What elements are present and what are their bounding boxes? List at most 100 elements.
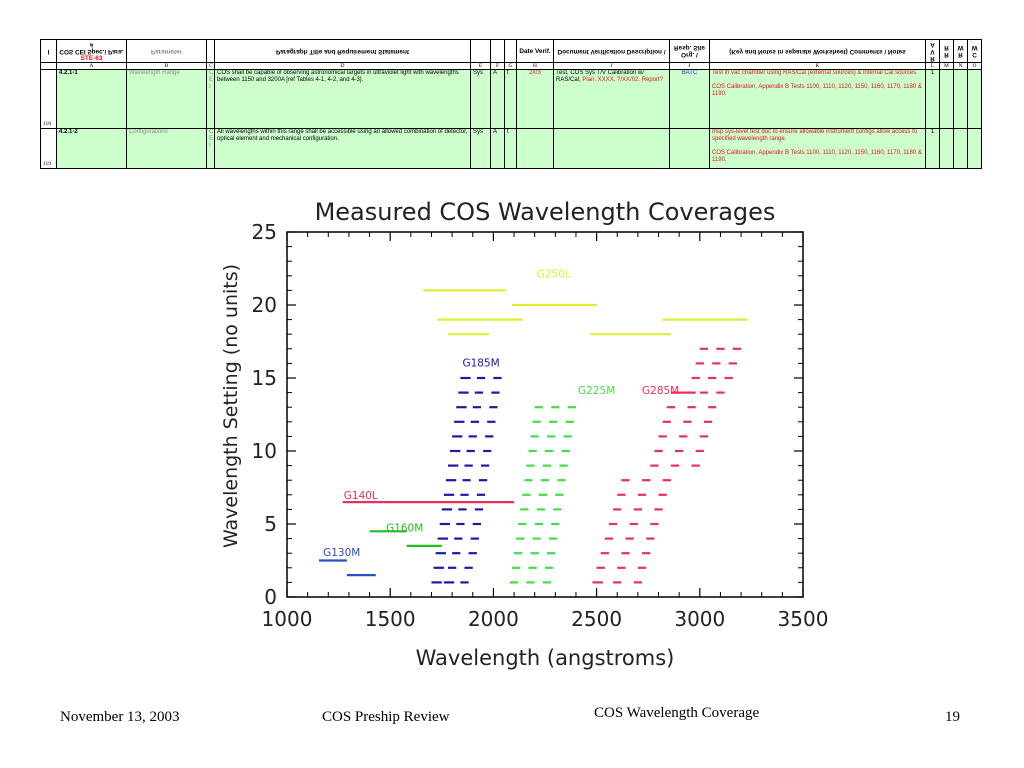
- comment-ref-text: COS Calibration, Appendix B Tests 1100, …: [712, 150, 922, 163]
- header-e: [470, 39, 491, 63]
- letter-d: D: [214, 62, 471, 70]
- y-tick-label: 15: [252, 366, 277, 390]
- o-cell: [967, 128, 982, 169]
- letter-h: H: [516, 62, 554, 70]
- letter-f: F: [490, 62, 505, 70]
- f-cell: A: [490, 69, 505, 129]
- x-tick-label: 2500: [571, 607, 622, 631]
- doc-plan-text: Plan, XXXX, ?/XX/02. Report?: [582, 77, 664, 83]
- x-tick-label: 1000: [262, 607, 313, 631]
- letter-k: K: [709, 62, 926, 70]
- parameter-cell: Wavelength Range: [126, 69, 207, 129]
- e-cell: Sys: [470, 128, 491, 169]
- letter-n: N: [953, 62, 968, 70]
- letter-b: B: [126, 62, 207, 70]
- header-rva: R V A: [925, 39, 940, 63]
- series-label-g140l: G140L: [344, 490, 378, 502]
- cei-cell: C E I: [206, 69, 215, 129]
- series-label-g250l: G250L: [537, 268, 571, 280]
- statement-cell: All wavelengths within this range shall …: [214, 128, 471, 169]
- letter-g: G: [504, 62, 517, 70]
- org-cell: [669, 128, 710, 169]
- header-statement: Paragraph Title and Requirement Statemen…: [214, 39, 471, 63]
- letter-i: I: [553, 62, 670, 70]
- o-cell: [967, 69, 982, 129]
- header-g: [504, 39, 517, 63]
- header-rw: R W: [953, 39, 968, 63]
- x-tick-label: 2000: [468, 607, 519, 631]
- header-parameter: Parameter: [126, 39, 207, 63]
- e-cell: Sys: [470, 69, 491, 129]
- row-number: 118: [40, 69, 57, 129]
- table-header-row: I COS CEI Spec.\ Para. # STE-63 Paramete…: [40, 39, 982, 63]
- m-cell: [939, 69, 954, 129]
- comments-cell: Test in vac chamber using RAS/Cal (exter…: [709, 69, 926, 129]
- g-cell: t: [504, 128, 517, 169]
- header-rr: R R: [939, 39, 954, 63]
- header-doc: Document Verification Description \: [553, 39, 670, 63]
- footer-topic: COS Wavelength Coverage: [594, 705, 760, 721]
- y-tick-label: 0: [264, 585, 277, 609]
- series-label-g285m: G285M: [642, 385, 679, 397]
- y-tick-label: 25: [252, 220, 277, 244]
- para-number: 4.2.1-2: [56, 128, 127, 169]
- wavelength-coverage-chart: Measured COS Wavelength Coverages Wavele…: [220, 198, 829, 670]
- y-tick-label: 20: [252, 293, 277, 317]
- series-label-g185m: G185M: [462, 357, 499, 369]
- letter-blank: [40, 62, 57, 70]
- header-date: Date Verif.: [516, 39, 554, 63]
- plot-area: [286, 231, 804, 598]
- letter-c: C: [206, 62, 215, 70]
- header-c: [206, 39, 215, 63]
- para-number: 4.2.1-1: [56, 69, 127, 129]
- n-cell: [953, 69, 968, 129]
- doc-cell: [553, 128, 670, 169]
- series-label-g160m: G160M: [386, 522, 423, 534]
- f-cell: A: [490, 128, 505, 169]
- requirements-table: I COS CEI Spec.\ Para. # STE-63 Paramete…: [40, 39, 982, 169]
- table-row: 119 4.2.1-2 Configurations C E I All wav…: [40, 128, 982, 169]
- letter-e: E: [470, 62, 491, 70]
- parameter-cell: Configurations: [126, 128, 207, 169]
- g-cell: t: [504, 69, 517, 129]
- x-tick-label: 3500: [778, 607, 829, 631]
- header-comments: (Key and Notes in separate Worksheet) Co…: [709, 39, 926, 63]
- footer-date: November 13, 2003: [60, 709, 180, 725]
- y-tick-label: 10: [252, 439, 277, 463]
- letter-o: O: [967, 62, 982, 70]
- header-cw: C W: [967, 39, 982, 63]
- comment-text: Test in vac chamber using RAS/Cal (exter…: [712, 70, 918, 77]
- letter-m: M: [939, 62, 954, 70]
- table-letter-row: A B C D E F G H I J K L M N O: [40, 62, 982, 70]
- date-cell: 2/03: [516, 69, 554, 129]
- y-axis-label: Wavelength Setting (no units): [220, 264, 242, 548]
- date-cell: [516, 128, 554, 169]
- org-cell: BATC: [669, 69, 710, 129]
- header-f: [490, 39, 505, 63]
- letter-a: A: [56, 62, 127, 70]
- x-tick-label: 3000: [674, 607, 725, 631]
- coverage-segments: [318, 289, 748, 584]
- header-org: Org. \ Resp. Site: [669, 39, 710, 63]
- x-tick-label: 1500: [365, 607, 416, 631]
- grating-labels: G130M G160M G140L G185M G225M G285M G250L: [323, 268, 679, 559]
- axis-ticks: 1000 1500 2000 2500 3000 3500 0 5 10 15 20 25: [252, 220, 829, 631]
- letter-j: J: [669, 62, 710, 70]
- comment-ref-text: COS Calibration, Appendix B Tests 1100, …: [712, 84, 922, 97]
- comment-text: Insp sys-level test doc to ensure allowa…: [712, 129, 918, 143]
- y-tick-label: 5: [264, 512, 277, 536]
- table-row: 118 4.2.1-1 Wavelength Range C E I COS s…: [40, 69, 982, 129]
- series-label-g130m: G130M: [323, 547, 360, 559]
- series-label-g225m: G225M: [578, 385, 615, 397]
- footer-page-number: 19: [945, 709, 960, 725]
- footer-event: COS Preship Review: [322, 709, 450, 725]
- l-cell: 1: [925, 128, 940, 169]
- l-cell: 1: [925, 69, 940, 129]
- comments-cell: Insp sys-level test doc to ensure allowa…: [709, 128, 926, 169]
- doc-text: Test, COS Sys T/V Calibration w/ RAS/Cal…: [556, 70, 644, 84]
- chart-title: Measured COS Wavelength Coverages: [315, 198, 776, 226]
- row-number: 119: [40, 128, 57, 169]
- header-para: COS CEI Spec.\ Para. # STE-63: [56, 39, 127, 63]
- letter-l: L: [925, 62, 940, 70]
- spec-id: STE-63: [80, 54, 103, 62]
